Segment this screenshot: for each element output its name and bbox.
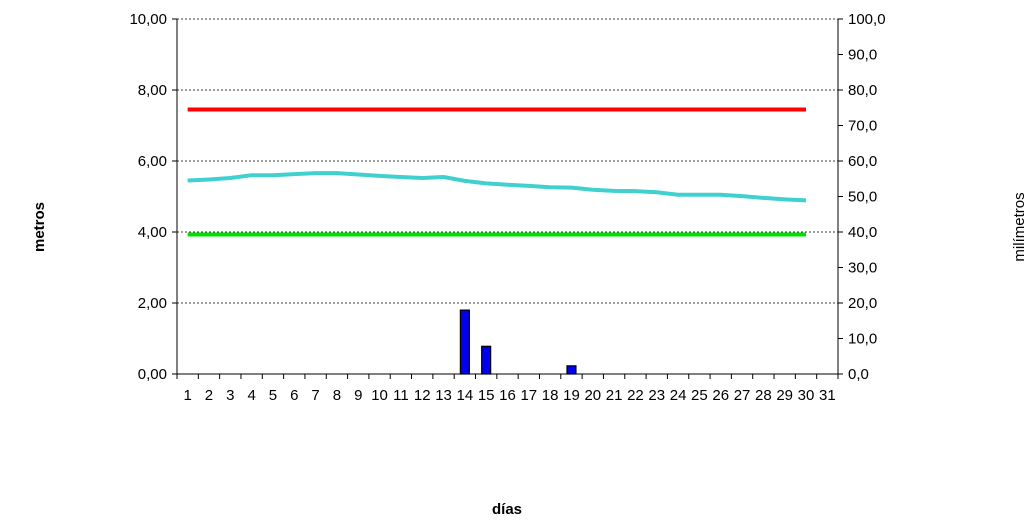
- x-tick-label: 3: [226, 387, 234, 404]
- y-right-tick-label: 60,0: [848, 153, 877, 170]
- x-tick-label: 27: [734, 387, 751, 404]
- x-tick-label: 16: [499, 387, 516, 404]
- x-tick-label: 11: [393, 387, 409, 404]
- y-left-tick-label: 8,00: [138, 82, 167, 99]
- y-right-tick-label: 40,0: [848, 224, 877, 241]
- x-tick-label: 25: [691, 387, 708, 404]
- y-left-tick-label: 6,00: [138, 153, 167, 170]
- x-tick-label: 13: [435, 387, 452, 404]
- x-tick-label: 7: [311, 387, 319, 404]
- x-tick-label: 24: [670, 387, 687, 404]
- x-tick-label: 10: [371, 387, 388, 404]
- x-tick-label: 9: [354, 387, 362, 404]
- y-right-tick-label: 70,0: [848, 118, 877, 135]
- x-tick-label: 30: [798, 387, 815, 404]
- x-tick-label: 15: [478, 387, 495, 404]
- x-tick-label: 4: [247, 387, 255, 404]
- x-tick-label: 1: [183, 387, 191, 404]
- y-right-tick-label: 30,0: [848, 260, 877, 277]
- x-tick-label: 23: [648, 387, 665, 404]
- y-right-tick-label: 0,0: [848, 366, 869, 383]
- y-right-tick-label: 10,0: [848, 331, 877, 348]
- y-right-tick-label: 80,0: [848, 82, 877, 99]
- x-tick-label: 31: [819, 387, 836, 404]
- x-tick-label: 19: [563, 387, 580, 404]
- bar-day-19: [566, 365, 577, 375]
- x-tick-label: 2: [205, 387, 213, 404]
- axes: [172, 18, 843, 379]
- y-axis-right-title: milímetros: [1011, 192, 1028, 261]
- x-tick-label: 17: [520, 387, 537, 404]
- x-tick-label: 6: [290, 387, 298, 404]
- y-axis-left-title: metros: [31, 202, 48, 252]
- plot-series: [187, 107, 807, 375]
- x-tick-label: 21: [606, 387, 623, 404]
- x-tick-label: 29: [776, 387, 793, 404]
- x-tick-label: 22: [627, 387, 644, 404]
- y-right-tick-label: 90,0: [848, 47, 877, 64]
- x-tick-label: 20: [584, 387, 601, 404]
- y-left-tick-label: 4,00: [138, 224, 167, 241]
- x-tick-label: 26: [712, 387, 729, 404]
- x-tick-label: 18: [542, 387, 559, 404]
- x-tick-label: 14: [457, 387, 474, 404]
- y-right-tick-label: 20,0: [848, 295, 877, 312]
- y-right-tick-label: 100,0: [848, 11, 886, 28]
- y-left-tick-label: 0,00: [138, 366, 167, 383]
- x-tick-label: 12: [414, 387, 431, 404]
- line-series-3: [187, 171, 807, 203]
- tick-labels: 0,00 2,00 4,00 6,00 8,00 10,00 0,0 10,0 20,0 30,0…: [129, 11, 885, 404]
- gridlines: [177, 18, 838, 304]
- y-left-tick-label: 10,00: [129, 11, 167, 28]
- bar-day-15: [481, 345, 492, 375]
- x-axis-title: días: [492, 501, 522, 518]
- x-tick-label: 5: [269, 387, 277, 404]
- x-tick-label: 8: [333, 387, 341, 404]
- y-right-tick-label: 50,0: [848, 189, 877, 206]
- y-left-tick-label: 2,00: [138, 295, 167, 312]
- x-tick-label: 28: [755, 387, 772, 404]
- bar-day-14: [459, 309, 470, 375]
